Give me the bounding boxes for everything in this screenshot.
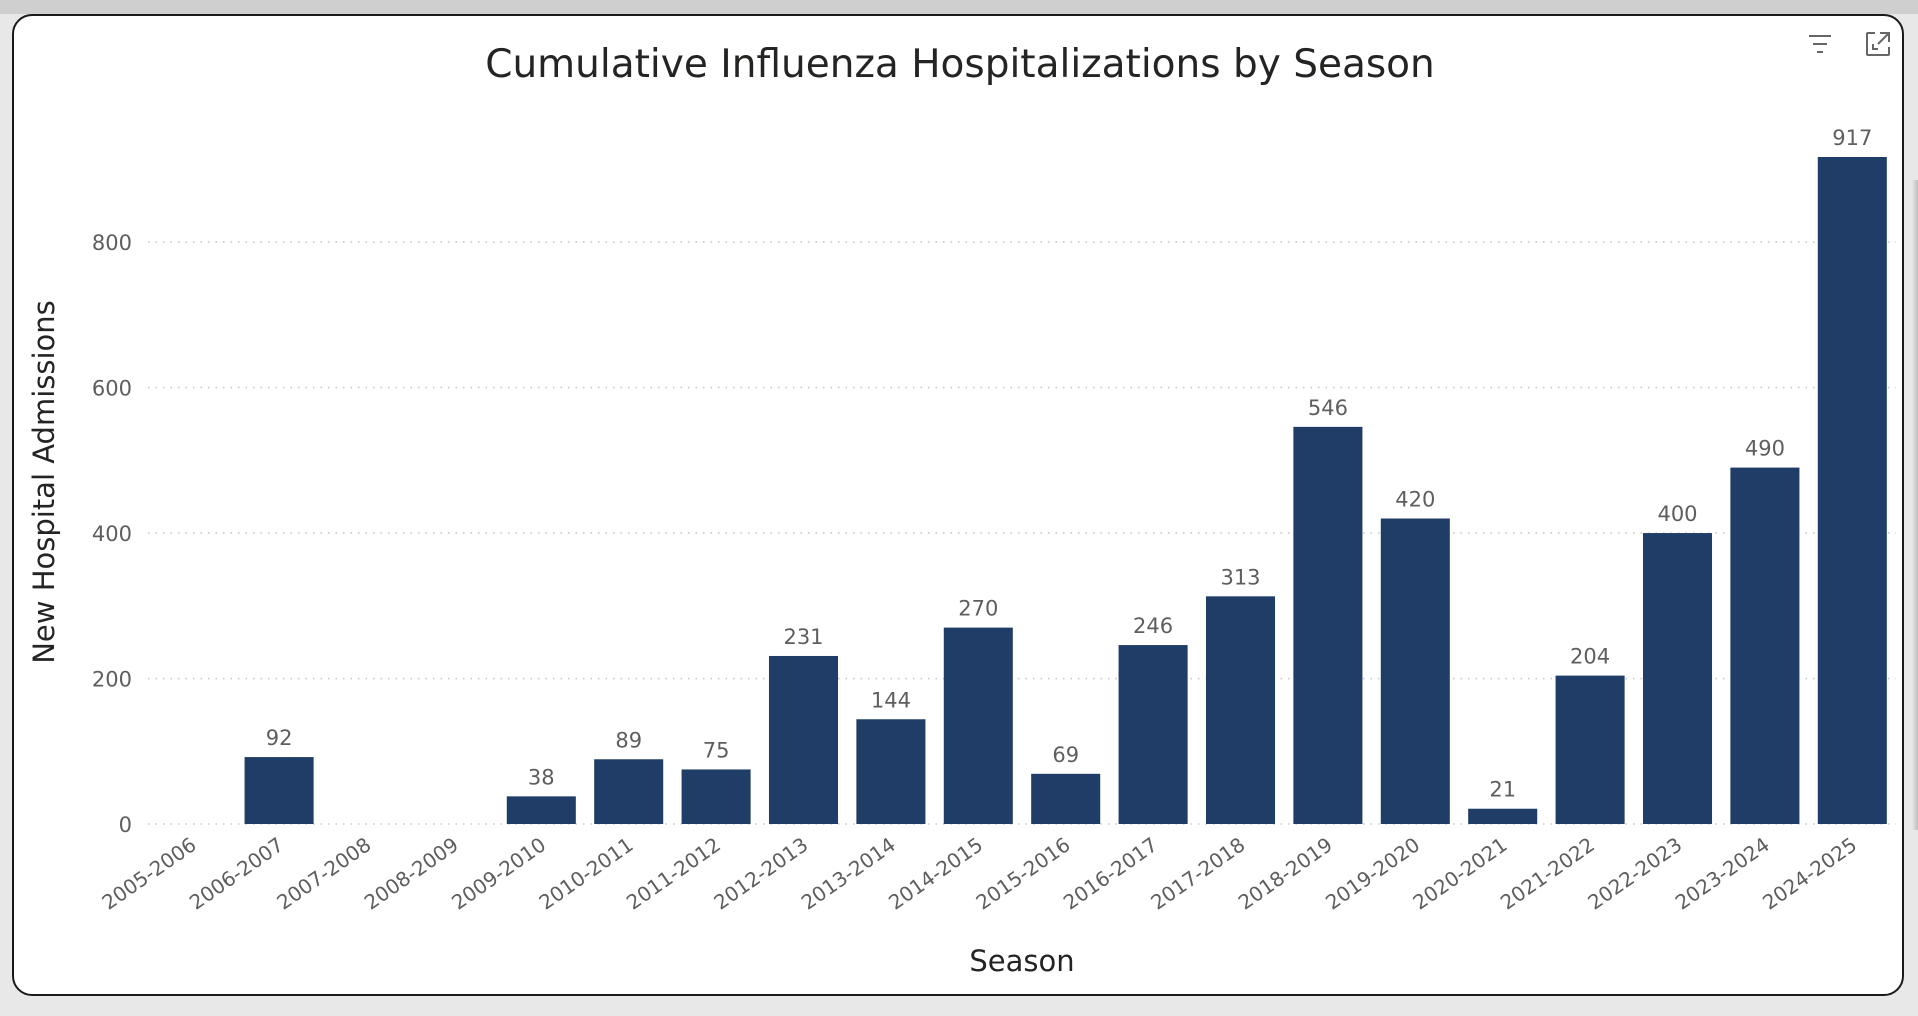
x-tick-label: 2007-2008 bbox=[272, 832, 375, 914]
y-tick-label: 600 bbox=[92, 377, 132, 401]
x-tick-label: 2017-2018 bbox=[1146, 832, 1249, 914]
x-tick-label: 2023-2024 bbox=[1671, 832, 1774, 914]
chart-visual: Cumulative Influenza Hospitalizations by… bbox=[12, 14, 1904, 996]
data-label: 75 bbox=[703, 738, 730, 762]
x-tick-label: 2014-2015 bbox=[884, 832, 987, 914]
bar bbox=[1031, 773, 1101, 824]
x-tick-label: 2021-2022 bbox=[1496, 832, 1599, 914]
x-tick-label: 2006-2007 bbox=[185, 832, 288, 914]
bar bbox=[1293, 426, 1363, 824]
data-label: 92 bbox=[266, 726, 293, 750]
y-tick-label: 400 bbox=[92, 522, 132, 546]
bar bbox=[1118, 645, 1188, 824]
y-tick-label: 800 bbox=[92, 231, 132, 255]
data-label: 89 bbox=[615, 728, 642, 752]
bar bbox=[1380, 518, 1450, 824]
x-tick-label: 2011-2012 bbox=[622, 832, 725, 914]
data-label: 144 bbox=[871, 688, 911, 712]
bar bbox=[1817, 157, 1887, 824]
x-axis-title: Season bbox=[969, 944, 1075, 978]
visual-header-toolbar bbox=[1804, 28, 1894, 60]
data-label: 313 bbox=[1220, 565, 1260, 589]
bar bbox=[943, 627, 1013, 824]
data-label: 270 bbox=[958, 597, 998, 621]
x-tick-label: 2024-2025 bbox=[1758, 832, 1861, 914]
plot-area: 0 200 400 600 800 2005-2006 92 2006-20072007-20… bbox=[92, 126, 1896, 915]
filter-icon[interactable] bbox=[1804, 28, 1836, 60]
data-label: 69 bbox=[1052, 743, 1079, 767]
y-tick-label: 0 bbox=[119, 813, 132, 837]
x-tick-label: 2018-2019 bbox=[1234, 832, 1337, 914]
bar bbox=[594, 759, 664, 824]
x-tick-label: 2013-2014 bbox=[797, 832, 900, 914]
data-label: 420 bbox=[1395, 488, 1435, 512]
x-tick-label: 2022-2023 bbox=[1583, 832, 1686, 914]
data-label: 246 bbox=[1133, 614, 1173, 638]
data-label: 917 bbox=[1832, 126, 1872, 150]
window-top-strip bbox=[0, 0, 1918, 14]
x-tick-label: 2008-2009 bbox=[360, 832, 463, 914]
bar bbox=[1555, 675, 1625, 824]
bar bbox=[1205, 596, 1276, 824]
x-tick-label: 2009-2010 bbox=[447, 832, 550, 914]
bar bbox=[768, 655, 839, 824]
data-label: 204 bbox=[1570, 645, 1610, 669]
data-label: 38 bbox=[528, 765, 555, 789]
data-label: 546 bbox=[1308, 396, 1348, 420]
x-tick-label: 2015-2016 bbox=[972, 832, 1075, 914]
bar bbox=[681, 769, 751, 824]
x-tick-label: 2020-2021 bbox=[1409, 832, 1512, 914]
data-label: 231 bbox=[783, 625, 823, 649]
x-tick-label: 2016-2017 bbox=[1059, 832, 1162, 914]
bar bbox=[506, 796, 576, 824]
window-edge bbox=[1912, 180, 1918, 830]
bar bbox=[1730, 467, 1800, 824]
x-tick-label: 2010-2011 bbox=[535, 832, 638, 914]
data-label: 400 bbox=[1657, 502, 1697, 526]
chart-title: Cumulative Influenza Hospitalizations by… bbox=[485, 42, 1435, 87]
data-label: 21 bbox=[1489, 778, 1516, 802]
bar bbox=[244, 757, 314, 824]
bar bbox=[1642, 533, 1713, 824]
data-label: 490 bbox=[1745, 437, 1785, 461]
y-tick-label: 200 bbox=[92, 668, 132, 692]
bar bbox=[856, 719, 926, 824]
x-tick-label: 2005-2006 bbox=[98, 832, 201, 914]
x-tick-label: 2019-2020 bbox=[1321, 832, 1424, 914]
bar bbox=[1468, 808, 1538, 824]
focus-mode-icon[interactable] bbox=[1862, 28, 1894, 60]
x-tick-label: 2012-2013 bbox=[709, 832, 812, 914]
